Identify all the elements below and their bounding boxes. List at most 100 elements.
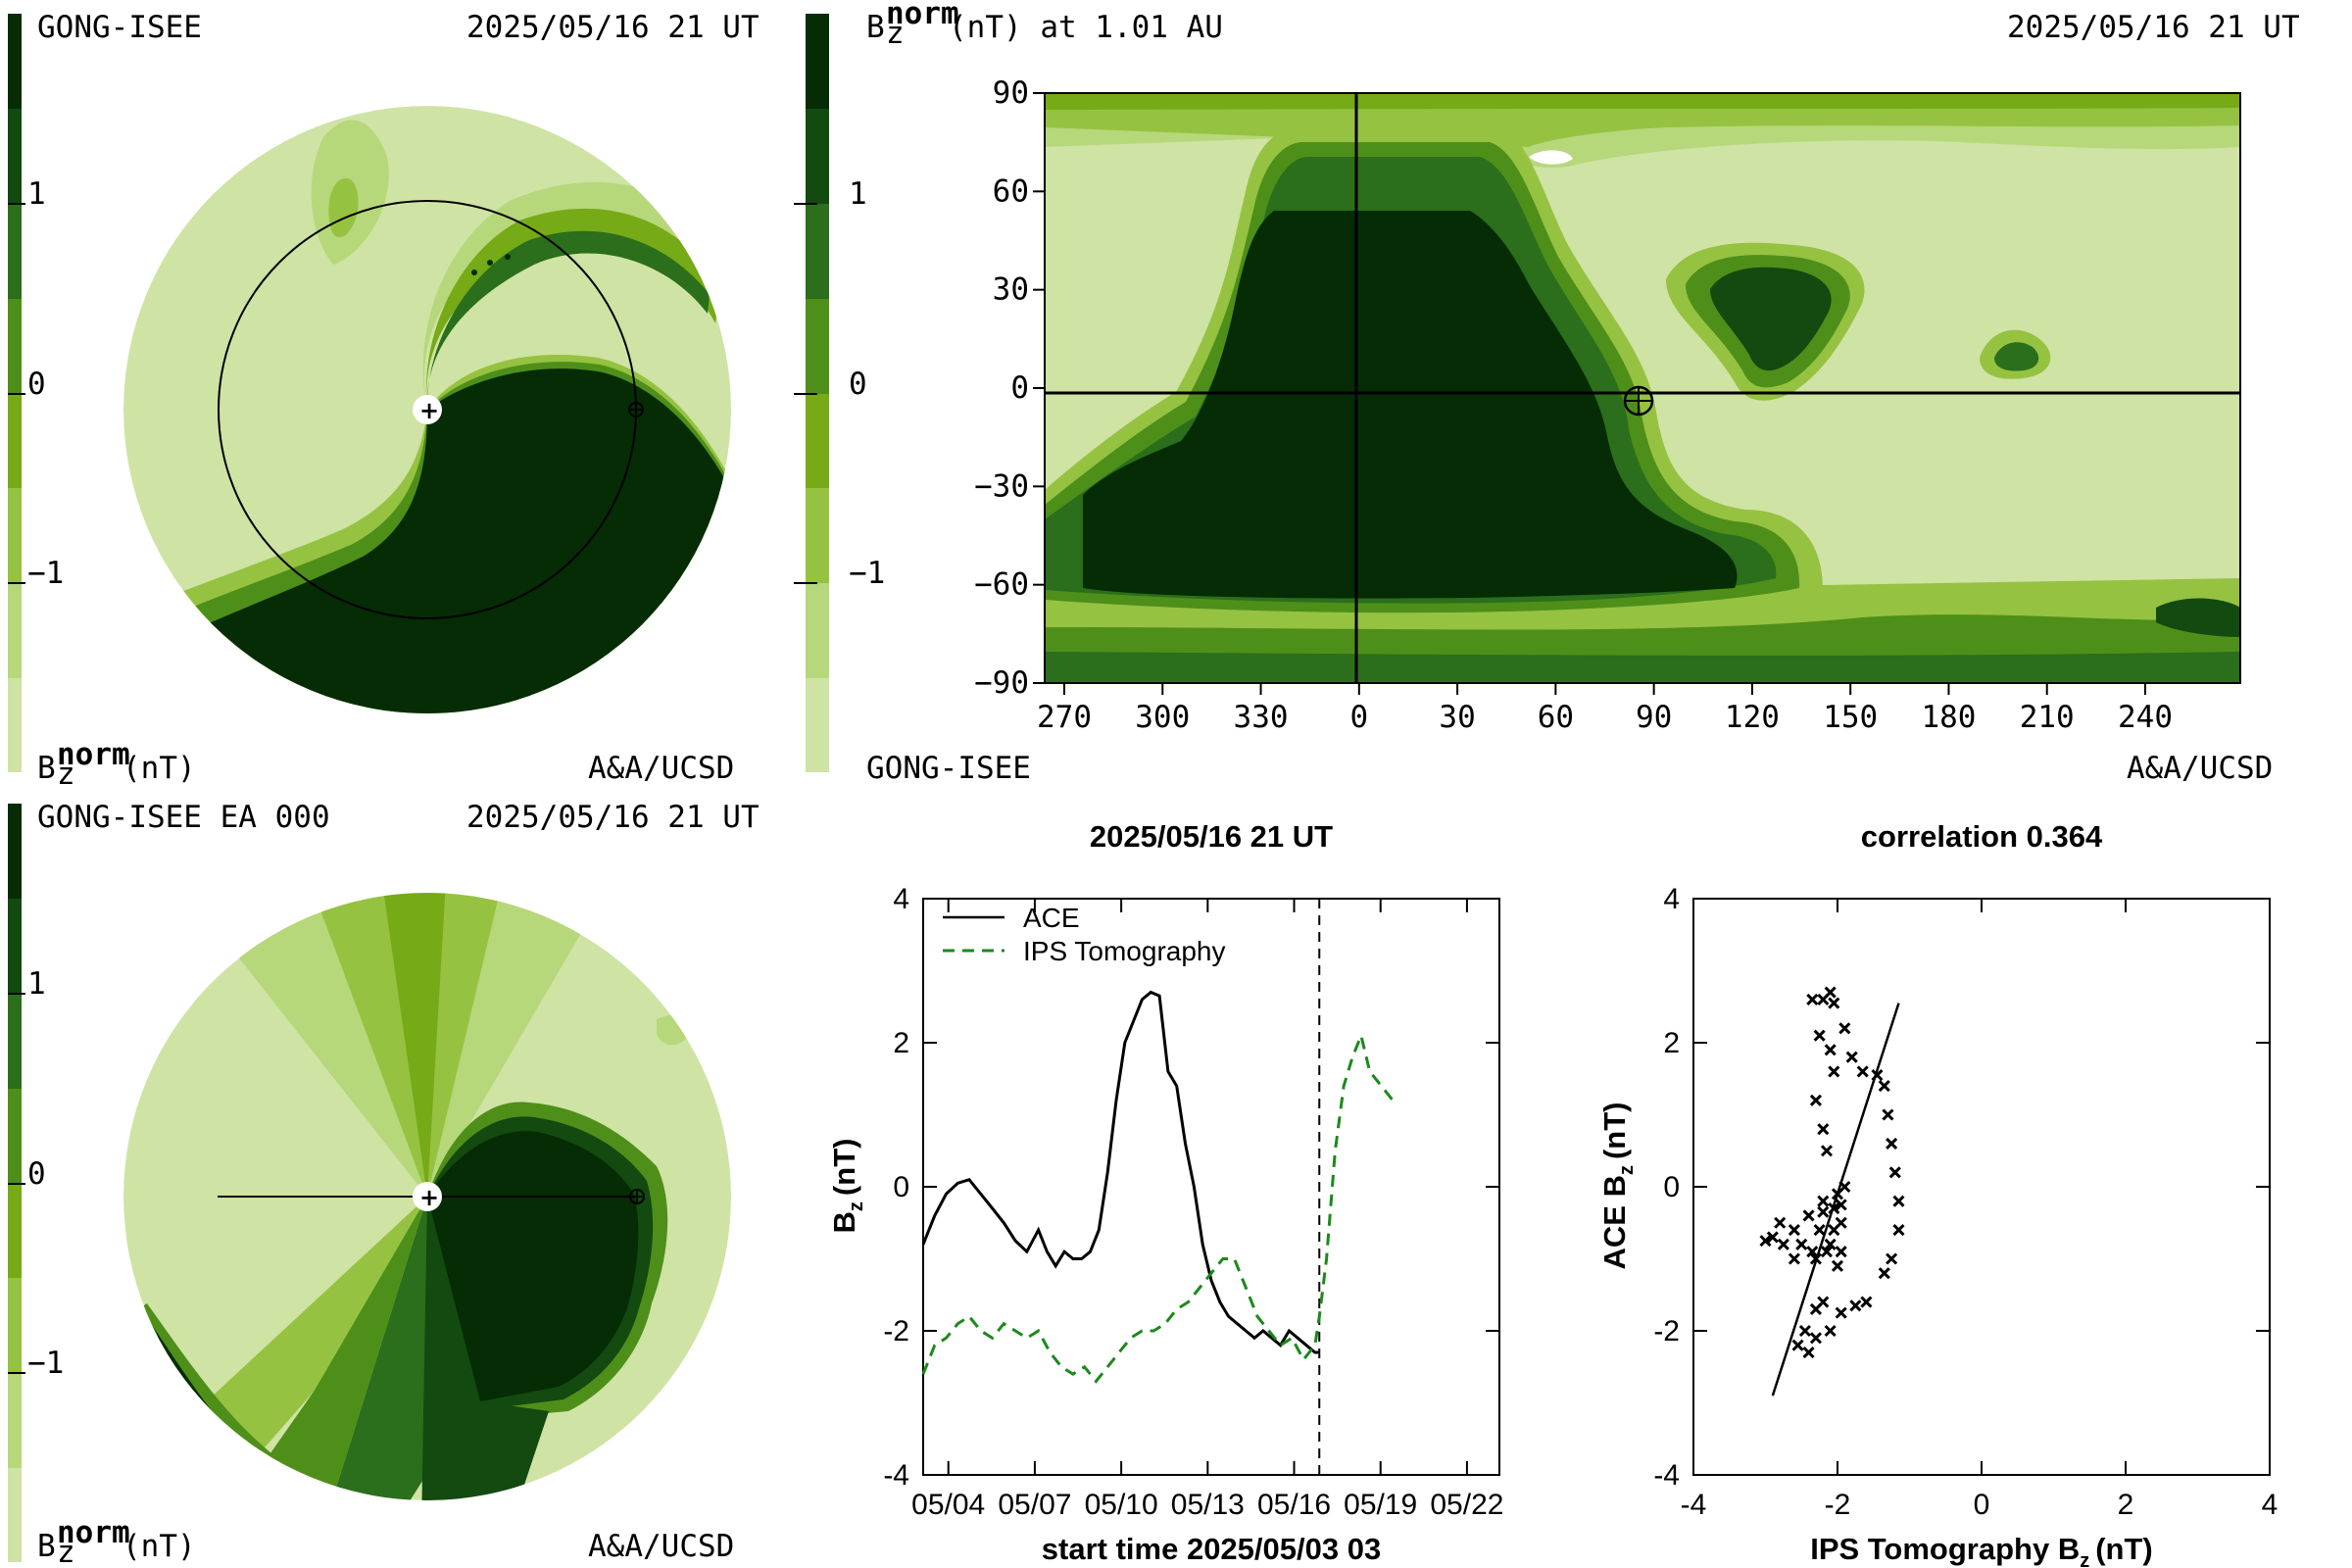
scatter-point	[1882, 1108, 1894, 1121]
ts-ytick-label: 0	[893, 1171, 909, 1203]
scatter-point	[1838, 1022, 1851, 1035]
scatter-point	[1838, 1180, 1851, 1194]
map-ytick-label: 0	[1010, 370, 1029, 406]
ts-xtick-label: 05/04	[911, 1489, 985, 1521]
timeseries-xlabel: start time 2025/05/03 03	[1042, 1532, 1381, 1566]
scatter-point	[1828, 997, 1840, 1009]
sc-xtick-label: 4	[2262, 1489, 2278, 1521]
scatter-point	[1809, 1252, 1823, 1265]
sc-ylabel-b: ACE B	[1597, 1175, 1632, 1269]
scatter-point	[1802, 1346, 1815, 1359]
map-ytick-label: 30	[993, 272, 1029, 308]
sc-ytick-label: 4	[1663, 883, 1680, 915]
scatter-point	[1798, 1324, 1811, 1338]
scatter-points	[1759, 986, 1905, 1396]
map-xtick-label: 270	[1037, 700, 1092, 735]
sun-plus-icon: +	[419, 397, 439, 424]
scatter-point	[1766, 1231, 1779, 1244]
map-xtick-label: 210	[2020, 700, 2075, 735]
map-xtick-label: 60	[1538, 700, 1574, 735]
timeseries-series	[921, 899, 1395, 1475]
sc-ytick-label: -2	[1653, 1315, 1680, 1348]
map-credit: A&A/UCSD	[2127, 751, 2273, 786]
top-left-bz-label: B	[37, 751, 56, 786]
scatter-point	[1860, 1296, 1873, 1308]
map-colorbar-tick-0: 0	[849, 367, 867, 402]
map-source-label: GONG-ISEE	[866, 751, 1031, 786]
svg-text:ACE Bz(nT): ACE Bz (nT)	[1597, 1102, 1638, 1270]
bottom-left-sun-marker	[413, 1182, 442, 1211]
top-left-bz-sub: z	[57, 757, 75, 792]
top-left-footer: B norm z (nT) A&A/UCSD	[37, 737, 734, 792]
top-left-sun-marker	[413, 395, 442, 424]
ts-xtick-label: 05/13	[1171, 1489, 1245, 1521]
scatter-point	[1849, 1299, 1862, 1312]
colorbar2-tick-minus1: −1	[27, 1346, 64, 1381]
timeseries-axes: 4 2 0 -2 -405/04 05/07 05/10 05/13 05/16 05/19 05/…	[883, 883, 1503, 1521]
ts-xtick-label: 05/07	[998, 1489, 1071, 1521]
sc-xtick-label: 0	[1974, 1489, 1990, 1521]
ts-ylabel-b: B	[827, 1211, 861, 1233]
top-left-credit: A&A/UCSD	[588, 751, 734, 786]
sun-plus-icon-2: +	[419, 1184, 439, 1211]
ts-ytick-label: -4	[883, 1459, 909, 1492]
top-left-bz-unit: (nT)	[122, 751, 196, 786]
scatter-xlabel: IPS Tomography Bz (nT)	[1810, 1532, 2153, 1568]
ace-series-line	[921, 990, 1320, 1354]
scatter-point	[1878, 1080, 1890, 1093]
top-left-colorbar	[8, 14, 25, 772]
map-xtick-label: 330	[1234, 700, 1289, 735]
map-colorbar-tick-1: 1	[849, 176, 867, 212]
scatter-point	[1892, 1195, 1905, 1207]
scatter-point	[1806, 993, 1819, 1005]
ts-xtick-label: 05/19	[1344, 1489, 1417, 1521]
bottom-left-bz-sub: z	[57, 1535, 75, 1568]
scatter-point	[1835, 1199, 1847, 1211]
map-xtick-label: 240	[2118, 700, 2173, 735]
scatter-point	[1835, 1306, 1847, 1319]
scatter-point	[1759, 1235, 1772, 1248]
scatter-title: correlation 0.364	[1861, 819, 2103, 854]
scatter-point	[1791, 1339, 1804, 1351]
ts-ylabel-unit: (nT)	[827, 1139, 861, 1197]
bottom-left-colorbar	[8, 804, 25, 1562]
bottom-left-footer: B norm z (nT) A&A/UCSD	[37, 1515, 734, 1568]
timeseries-title: 2025/05/16 21 UT	[1090, 819, 1333, 854]
scatter-ylabel: ACE Bz (nT)	[1597, 1102, 1638, 1270]
scatter-point	[1886, 1137, 1898, 1150]
scatter-point	[1817, 1205, 1830, 1218]
map-xtick-label: 90	[1636, 700, 1672, 735]
sc-xlabel-b: IPS Tomography B	[1810, 1532, 2080, 1566]
map-xtick-label: 30	[1439, 700, 1475, 735]
sc-ylabel-unit: (nT)	[1597, 1102, 1632, 1160]
map-ytick-label: −60	[974, 567, 1029, 603]
ts-ytick-label: 2	[893, 1027, 909, 1059]
scatter-point	[1824, 986, 1837, 999]
fit-line	[1771, 1003, 1900, 1396]
colorbar2-tick-0: 0	[27, 1156, 46, 1192]
bottom-left-source-label: GONG-ISEE EA 000	[37, 800, 330, 835]
timeseries-legend: ACE IPS Tomography	[943, 903, 1226, 966]
map-title-sub: z	[886, 16, 905, 51]
map-colorbar-tick-minus1: −1	[849, 556, 885, 591]
top-left-date-label: 2025/05/16 21 UT	[466, 10, 760, 45]
sc-ytick-label: -4	[1653, 1459, 1680, 1492]
legend-ace-label: ACE	[1023, 903, 1080, 933]
scatter-point	[1813, 1029, 1826, 1042]
map-xtick-label: 180	[1921, 700, 1976, 735]
map-title-sup: norm	[886, 0, 959, 31]
colorbar-tick-1: 1	[27, 176, 46, 212]
scatter-point	[1806, 1246, 1819, 1258]
bottom-left-bz-sup: norm	[57, 1515, 130, 1550]
map-y-ticks: 90 60 30 0 −30 −60 −90	[974, 75, 1045, 701]
scatter-point	[1817, 1296, 1830, 1308]
map-date-label: 2025/05/16 21 UT	[2007, 10, 2300, 45]
map-title-b: B	[866, 10, 885, 45]
scatter-point	[1824, 1044, 1837, 1056]
scatter-point	[1824, 1238, 1837, 1250]
ts-xtick-label: 05/16	[1257, 1489, 1331, 1521]
sc-ytick-label: 2	[1663, 1027, 1680, 1059]
scatter-axes: 4 2 0 -2 -4-4 -2 0 2 4	[1653, 883, 2278, 1521]
map-title: B norm z (nT) at 1.01 AU	[866, 0, 1223, 51]
